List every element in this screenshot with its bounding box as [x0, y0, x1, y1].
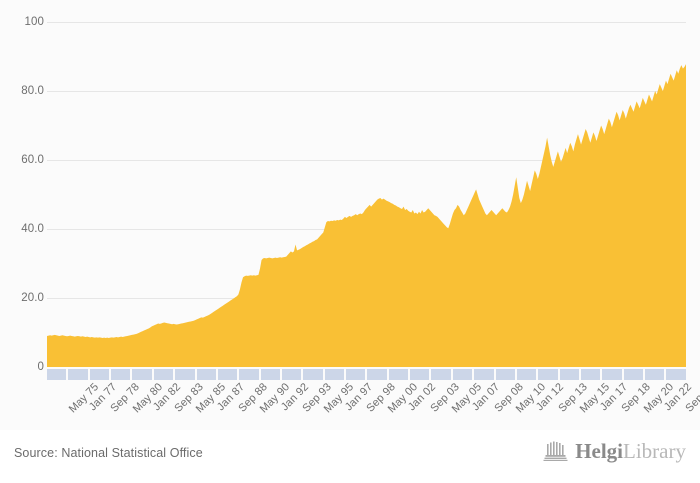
y-axis-tick-label: 80.0 [21, 85, 44, 97]
tick-band-cell [346, 369, 368, 380]
tick-band-cell [602, 369, 624, 380]
tick-band-cell [431, 369, 453, 380]
logo-wordmark: HelgiLibrary [575, 438, 686, 463]
plot-area [47, 22, 686, 367]
y-axis-tick-label: 0 [37, 361, 44, 373]
tick-band-cell [154, 369, 176, 380]
tick-band-cell [560, 369, 581, 380]
tick-band-cell [261, 369, 282, 380]
tick-band-cell [538, 369, 560, 380]
tick-band-cell [68, 369, 90, 380]
area-series-svg [47, 22, 686, 367]
tick-band-cell [325, 369, 347, 380]
tick-band-cell [645, 369, 667, 380]
tick-band-cell [282, 369, 304, 380]
x-axis-tick-band [47, 369, 686, 380]
y-axis-tick-label: 60.0 [21, 154, 44, 166]
source-label: Source: National Statistical Office [14, 446, 203, 460]
tick-band-cell [453, 369, 475, 380]
tick-band-cell [90, 369, 112, 380]
logo-library-text: Library [623, 438, 686, 463]
tick-band-cell [624, 369, 646, 380]
tick-band-cell [517, 369, 539, 380]
tick-band-cell [111, 369, 133, 380]
tick-band-cell [389, 369, 411, 380]
chart-footer: Source: National Statistical Office Helg… [0, 430, 700, 483]
tick-band-cell [496, 369, 517, 380]
y-axis-tick-label: 20.0 [21, 292, 44, 304]
tick-band-cell [132, 369, 154, 380]
tick-band-cell [666, 369, 685, 380]
logo-helgi-text: Helgi [575, 438, 624, 463]
tick-band-cell [303, 369, 325, 380]
helgi-library-logo[interactable]: HelgiLibrary [543, 440, 686, 462]
x-axis: May 75 Jan 77 Sep 78 May 80 Jan 82 Sep 83 May … [47, 381, 700, 429]
y-axis-tick-label: 40.0 [21, 223, 44, 235]
tick-band-cell [175, 369, 197, 380]
tick-band-cell [367, 369, 389, 380]
tick-band-cell [218, 369, 240, 380]
y-axis: 0 20.0 40.0 60.0 80.0 100 [0, 0, 44, 430]
tick-band-cell [197, 369, 218, 380]
tick-band-cell [410, 369, 432, 380]
chart-canvas: 0 20.0 40.0 60.0 80.0 100 May 75 Jan 77 Sep 78 M… [0, 0, 700, 430]
tick-band-cell [239, 369, 261, 380]
tick-band-cell [581, 369, 603, 380]
series-area-path [47, 64, 686, 367]
tick-band-cell [47, 369, 69, 380]
library-building-icon [543, 441, 568, 461]
y-axis-tick-label: 100 [24, 16, 44, 28]
tick-band-cell [474, 369, 496, 380]
